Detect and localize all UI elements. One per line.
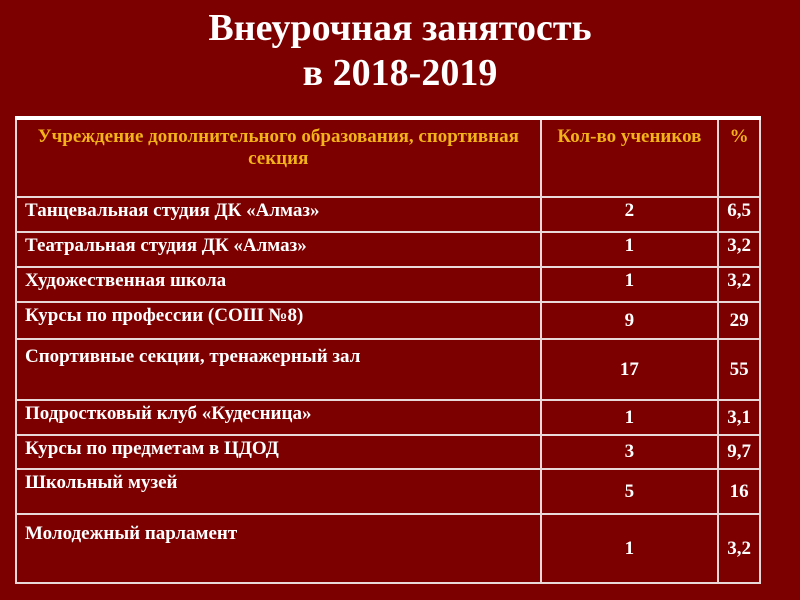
row-percent: 3,2 xyxy=(717,231,761,268)
row-count: 17 xyxy=(539,338,720,401)
activities-table: Учреждение дополнительного образования, … xyxy=(15,116,761,584)
table-row: Танцевальная студия ДК «Алмаз» 2 6,5 xyxy=(15,196,761,233)
row-count: 2 xyxy=(539,196,720,233)
header-institution: Учреждение дополнительного образования, … xyxy=(15,117,542,198)
row-count: 1 xyxy=(539,513,720,584)
table-row: Молодежный парламент 1 3,2 xyxy=(15,513,761,584)
table-header-row: Учреждение дополнительного образования, … xyxy=(15,117,761,198)
row-percent: 55 xyxy=(717,338,761,401)
row-percent: 3,2 xyxy=(717,266,761,303)
row-name: Театральная студия ДК «Алмаз» xyxy=(15,231,542,268)
table-row: Подростковый клуб «Кудесница» 1 3,1 xyxy=(15,399,761,436)
row-percent: 16 xyxy=(717,468,761,515)
row-count: 5 xyxy=(539,468,720,515)
row-name: Курсы по предметам в ЦДОД xyxy=(15,434,542,470)
table-row: Театральная студия ДК «Алмаз» 1 3,2 xyxy=(15,231,761,268)
title-line-2: в 2018-2019 xyxy=(302,52,498,94)
row-percent: 9,7 xyxy=(717,434,761,470)
slide-title: Внеурочная занятость в 2018-2019 xyxy=(0,6,800,96)
table-row: Курсы по предметам в ЦДОД 3 9,7 xyxy=(15,434,761,470)
row-name: Подростковый клуб «Кудесница» xyxy=(15,399,542,436)
table-row: Курсы по профессии (СОШ №8) 9 29 xyxy=(15,301,761,340)
row-percent: 3,2 xyxy=(717,513,761,584)
row-name: Художественная школа xyxy=(15,266,542,303)
table-row: Художественная школа 1 3,2 xyxy=(15,266,761,303)
header-count: Кол-во учеников xyxy=(539,117,720,198)
row-count: 9 xyxy=(539,301,720,340)
row-percent: 29 xyxy=(717,301,761,340)
row-count: 1 xyxy=(539,399,720,436)
row-name: Курсы по профессии (СОШ №8) xyxy=(15,301,542,340)
row-count: 1 xyxy=(539,266,720,303)
table-row: Школьный музей 5 16 xyxy=(15,468,761,515)
row-percent: 6,5 xyxy=(717,196,761,233)
row-count: 3 xyxy=(539,434,720,470)
row-name: Школьный музей xyxy=(15,468,542,515)
row-name: Танцевальная студия ДК «Алмаз» xyxy=(15,196,542,233)
title-line-1: Внеурочная занятость xyxy=(208,7,592,49)
row-name: Спортивные секции, тренажерный зал xyxy=(15,338,542,401)
row-percent: 3,1 xyxy=(717,399,761,436)
row-name: Молодежный парламент xyxy=(15,513,542,584)
row-count: 1 xyxy=(539,231,720,268)
table-row: Спортивные секции, тренажерный зал 17 55 xyxy=(15,338,761,401)
header-percent: % xyxy=(717,117,761,198)
